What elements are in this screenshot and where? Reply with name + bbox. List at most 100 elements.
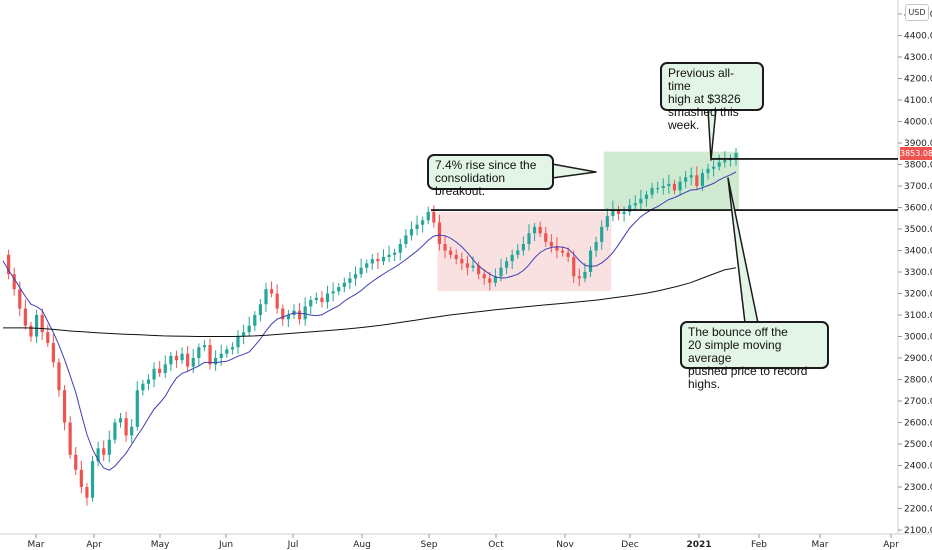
y-tick-label: 4400.00 — [904, 32, 932, 42]
x-tick-label: Oct — [488, 540, 504, 550]
candle-body — [68, 422, 72, 455]
candle-body — [269, 289, 274, 294]
candle-body — [566, 252, 570, 257]
candle-body — [415, 224, 419, 229]
candle-body — [510, 254, 514, 262]
candle-body — [130, 426, 134, 436]
y-tick-label: 4000.00 — [904, 118, 932, 128]
candle-body — [684, 177, 688, 182]
candle-body — [85, 487, 89, 498]
y-tick-label: 3100.00 — [904, 311, 932, 321]
candle-body — [409, 229, 414, 236]
candle-body — [197, 347, 201, 358]
candle-body — [320, 297, 324, 303]
y-tick-label: 2900.00 — [904, 354, 932, 364]
candle-body — [393, 252, 397, 255]
candle-body — [577, 276, 581, 279]
candle-body — [353, 274, 358, 279]
candle-body — [96, 448, 100, 462]
candle-body — [230, 347, 235, 350]
candle-body — [471, 265, 475, 268]
candle-body — [706, 168, 710, 174]
y-tick-label: 3300.00 — [904, 268, 932, 278]
candle-body — [107, 439, 111, 455]
candle-body — [376, 259, 380, 262]
y-tick-label: 4100.00 — [904, 96, 932, 106]
rise-pointer — [551, 163, 597, 179]
candle-body — [191, 358, 195, 367]
candle-body — [717, 162, 721, 167]
candle-body — [163, 364, 167, 374]
candle-body — [186, 353, 190, 367]
candle-body — [225, 349, 229, 354]
candle-body — [499, 267, 503, 277]
candle-body — [611, 209, 615, 217]
candle-body — [516, 250, 520, 255]
candle-body — [460, 259, 464, 264]
candle-body — [482, 274, 486, 279]
candle-body — [135, 390, 139, 427]
candle-body — [57, 362, 61, 391]
candle-body — [432, 211, 436, 223]
candle-body — [639, 198, 643, 204]
candle-body — [303, 306, 307, 320]
candle-body — [504, 261, 509, 268]
candle-body — [34, 315, 39, 337]
candle-body — [342, 282, 346, 288]
candle-body — [124, 418, 128, 436]
candle-body — [370, 259, 374, 264]
candle-body — [146, 379, 151, 384]
y-tick-label: 3700.00 — [904, 182, 932, 192]
candle-body — [12, 274, 16, 290]
y-tick-label: 3600.00 — [904, 204, 932, 214]
candle-body — [465, 263, 470, 268]
candle-body — [208, 345, 212, 365]
candle-body — [583, 272, 587, 279]
plot-area — [0, 0, 932, 535]
x-tick-label: Sep — [421, 540, 438, 550]
candle-body — [689, 175, 693, 178]
candle-body — [118, 418, 123, 423]
y-tick-label: 2400.00 — [904, 462, 932, 472]
candle-body — [337, 287, 341, 292]
candle-body — [79, 469, 83, 487]
y-tick-label: 2300.00 — [904, 483, 932, 493]
candle-body — [348, 278, 352, 283]
candle-body — [712, 166, 716, 169]
candle-body — [18, 289, 22, 309]
candle-body — [600, 226, 604, 242]
candle-body — [258, 304, 262, 315]
candle-body — [532, 226, 537, 234]
x-tick-label: Aug — [353, 540, 371, 550]
candle-body — [404, 235, 408, 245]
x-tick-label: Apr — [883, 540, 899, 550]
candle-body — [644, 194, 649, 199]
candle-body — [62, 390, 67, 423]
candle-body — [219, 353, 223, 358]
candle-body — [421, 220, 425, 225]
y-tick-label: 3400.00 — [904, 247, 932, 257]
breakout-zone — [603, 151, 739, 211]
y-tick-label: 2100.00 — [904, 526, 932, 536]
currency-button[interactable]: USD — [905, 4, 929, 21]
candle-body — [594, 241, 598, 251]
candle-body — [622, 211, 626, 214]
candle-body — [661, 186, 665, 189]
candle-body — [633, 203, 637, 206]
candle-body — [214, 358, 218, 365]
x-tick-label: Mar — [28, 540, 45, 550]
candle-body — [527, 233, 531, 245]
candle-body — [242, 332, 246, 337]
candle-body — [555, 246, 559, 251]
y-tick-label: 2800.00 — [904, 376, 932, 386]
candle-body — [667, 183, 671, 186]
y-tick-label: 2600.00 — [904, 419, 932, 429]
candle-body — [365, 263, 369, 268]
candle-body — [309, 299, 313, 307]
x-tick-label: Nov — [556, 540, 574, 550]
candle-body — [723, 160, 727, 163]
candle-body — [538, 226, 542, 234]
candle-body — [51, 342, 55, 363]
candle-body — [297, 310, 302, 320]
moving-averages — [2, 171, 737, 471]
